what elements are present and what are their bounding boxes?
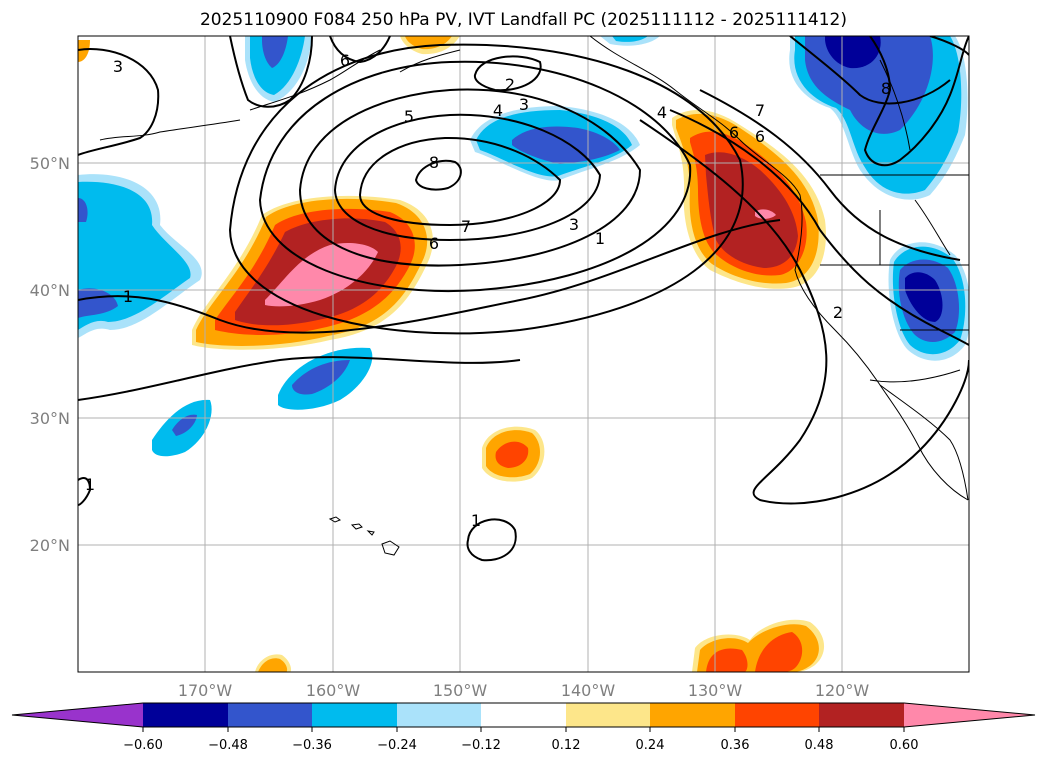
lon-label-120w: 120°W	[815, 681, 870, 700]
contour-label: 6	[340, 51, 350, 70]
pv-contours	[78, 36, 969, 562]
longitude-labels: 170°W 160°W 150°W 140°W 130°W 120°W	[178, 681, 870, 700]
contour-label: 6	[755, 127, 765, 146]
colorbar-tick-label: −0.36	[292, 738, 332, 753]
lon-label-150w: 150°W	[433, 681, 488, 700]
colorbar-tick-label: 0.24	[636, 738, 665, 753]
contour-labels: 3 6 2 3 4 5 8 7 6 3 1 1 1 4 6 6 7 2 8 1	[85, 51, 891, 530]
contour-label: 4	[657, 103, 667, 122]
lat-label-30n: 30°N	[30, 409, 70, 428]
colorbar-tick-label: 0.12	[552, 738, 581, 753]
colorbar-segment	[566, 703, 650, 727]
lat-label-50n: 50°N	[30, 154, 70, 173]
contour-label: 1	[123, 287, 133, 306]
colorbar-segment	[228, 703, 312, 727]
lon-label-140w: 140°W	[561, 681, 616, 700]
colorbar-tick-label: −0.60	[123, 738, 163, 753]
shading-layer	[78, 36, 969, 672]
map-title: 2025110900 F084 250 hPa PV, IVT Landfall…	[199, 10, 847, 30]
colorbar-segment	[312, 703, 397, 727]
contour-label: 6	[429, 234, 439, 253]
contour-label: 6	[729, 123, 739, 142]
contour-label: 3	[113, 57, 123, 76]
colorbar-segment	[735, 703, 819, 727]
contour-label: 8	[881, 79, 891, 98]
colorbar-segment	[481, 703, 566, 727]
colorbar-extend-max	[904, 703, 1035, 727]
hawaii	[328, 516, 400, 556]
contour-label: 8	[429, 153, 439, 172]
colorbar-segment	[650, 703, 735, 727]
contour-label: 1	[85, 475, 95, 494]
contour-label: 7	[755, 101, 765, 120]
colorbar-tick-label: −0.48	[208, 738, 248, 753]
contour-label: 1	[471, 511, 481, 530]
map-panel: 3 6 2 3 4 5 8 7 6 3 1 1 1 4 6 6 7 2 8 1	[78, 36, 969, 672]
contour-label: 3	[569, 215, 579, 234]
colorbar-tick-label: −0.24	[377, 738, 417, 753]
contour-label: 3	[519, 95, 529, 114]
latitude-labels: 50°N 40°N 30°N 20°N	[30, 154, 70, 555]
lon-label-130w: 130°W	[688, 681, 743, 700]
colorbar-tick-label: 0.36	[721, 738, 750, 753]
lat-label-40n: 40°N	[30, 281, 70, 300]
contour-label: 4	[493, 101, 503, 120]
gridlines	[78, 36, 969, 672]
contour-label: 7	[461, 217, 471, 236]
contour-label: 2	[505, 75, 515, 94]
map-frame	[77, 35, 970, 673]
colorbar: −0.60 −0.48 −0.36 −0.24 −0.12 0.12 0.24 …	[11, 702, 1036, 753]
colorbar-extend-min	[12, 703, 143, 727]
colorbar-segment	[397, 703, 481, 727]
lon-label-170w: 170°W	[178, 681, 233, 700]
colorbar-tick-label: −0.12	[461, 738, 501, 753]
colorbar-segment	[143, 703, 228, 727]
colorbar-tick-label: 0.48	[805, 738, 834, 753]
contour-label: 1	[595, 229, 605, 248]
colorbar-tick-label: 0.60	[890, 738, 919, 753]
contour-label: 5	[404, 107, 414, 126]
colorbar-segment	[819, 703, 904, 727]
lon-label-160w: 160°W	[306, 681, 361, 700]
lat-label-20n: 20°N	[30, 536, 70, 555]
contour-label: 2	[833, 303, 843, 322]
